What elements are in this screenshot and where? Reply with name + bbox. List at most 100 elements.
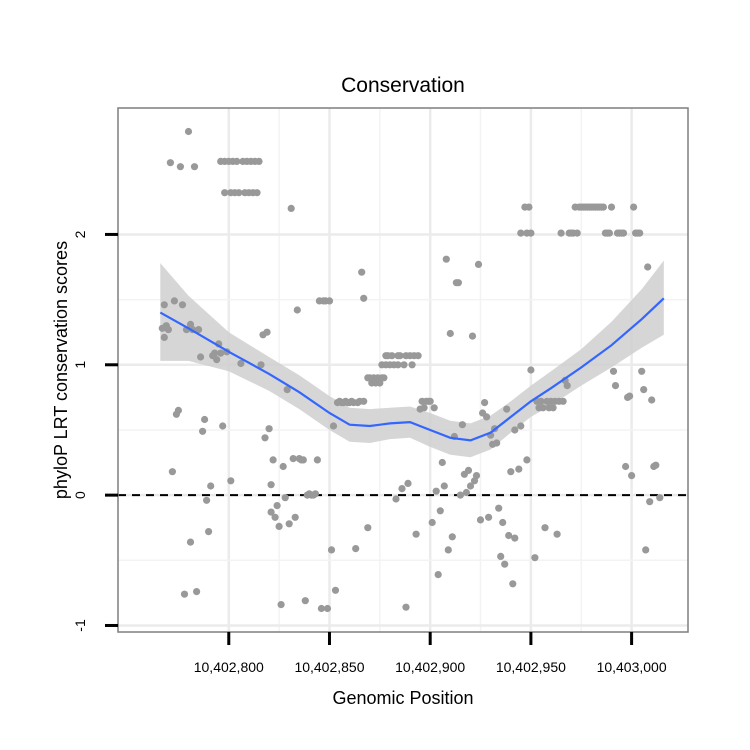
data-point xyxy=(436,507,444,515)
data-point xyxy=(199,427,207,435)
data-point xyxy=(503,405,511,413)
data-point xyxy=(563,382,571,390)
data-point xyxy=(329,422,338,430)
data-point xyxy=(235,189,243,197)
data-point xyxy=(203,496,211,504)
data-point xyxy=(481,399,489,407)
data-point xyxy=(495,504,503,512)
data-point xyxy=(283,386,291,394)
data-point xyxy=(619,229,628,237)
data-point xyxy=(493,439,501,447)
data-point xyxy=(291,513,299,521)
data-point xyxy=(505,531,513,540)
data-point xyxy=(628,472,636,480)
data-point xyxy=(193,588,201,596)
data-point xyxy=(426,397,434,405)
data-point xyxy=(325,297,334,305)
data-point xyxy=(285,520,293,528)
data-point xyxy=(607,203,616,211)
data-point xyxy=(190,163,199,171)
data-point xyxy=(269,456,277,464)
y-tick-label: -1 xyxy=(72,619,88,632)
data-point xyxy=(380,374,388,382)
data-point xyxy=(527,229,535,237)
data-point xyxy=(293,306,301,314)
data-point xyxy=(438,458,446,467)
data-point xyxy=(474,260,483,268)
data-point xyxy=(160,301,168,309)
data-point xyxy=(553,530,561,538)
x-tick-label: 10,402,800 xyxy=(194,659,264,675)
data-point xyxy=(527,366,535,374)
data-point xyxy=(233,157,241,165)
data-point xyxy=(559,397,567,405)
data-point xyxy=(201,415,209,424)
data-point xyxy=(630,203,638,211)
data-point xyxy=(327,546,336,554)
data-point xyxy=(299,456,307,464)
data-point xyxy=(638,367,646,375)
data-point xyxy=(511,534,519,542)
data-point xyxy=(331,586,340,594)
data-point xyxy=(311,490,319,498)
data-point xyxy=(462,488,470,497)
data-point xyxy=(499,518,507,527)
data-point xyxy=(358,268,366,276)
data-point xyxy=(237,359,245,368)
data-point xyxy=(511,426,519,434)
data-point xyxy=(271,513,279,521)
smooth-line-layer xyxy=(159,297,665,442)
data-point xyxy=(539,404,547,412)
panel-border xyxy=(117,107,689,633)
data-point xyxy=(277,601,285,609)
data-point xyxy=(611,382,620,390)
data-point xyxy=(434,571,442,579)
data-point xyxy=(227,477,235,485)
data-point xyxy=(197,353,205,361)
data-point xyxy=(394,361,402,369)
data-point xyxy=(287,204,295,212)
data-point xyxy=(219,422,227,430)
data-point xyxy=(404,479,412,487)
data-point xyxy=(448,533,456,541)
data-point xyxy=(408,361,416,369)
x-tick-label: 10,402,850 xyxy=(294,659,364,675)
data-point xyxy=(428,518,436,527)
data-point xyxy=(501,560,509,568)
data-point xyxy=(392,495,400,503)
data-point xyxy=(275,522,283,531)
data-point xyxy=(430,404,438,412)
data-point xyxy=(267,481,275,489)
data-point xyxy=(398,485,406,493)
data-point xyxy=(573,229,581,237)
data-point xyxy=(468,332,477,340)
data-point xyxy=(599,203,608,211)
data-point xyxy=(412,530,420,538)
smooth-trend-line xyxy=(159,297,665,442)
confidence-ribbon-layer xyxy=(160,260,664,458)
data-point xyxy=(446,329,454,338)
data-point xyxy=(476,516,485,524)
data-point xyxy=(515,465,523,473)
data-point xyxy=(523,456,531,464)
data-point xyxy=(466,482,475,490)
data-point xyxy=(360,294,368,302)
data-point xyxy=(646,498,654,506)
x-axis-title: Genomic Position xyxy=(332,688,473,708)
data-point xyxy=(557,229,565,237)
data-point xyxy=(205,528,213,536)
data-point xyxy=(525,203,533,211)
data-point xyxy=(301,597,309,605)
data-point xyxy=(507,468,515,476)
data-point xyxy=(444,546,452,554)
data-point xyxy=(396,352,404,360)
data-point xyxy=(485,513,493,521)
data-point xyxy=(180,590,189,598)
data-point xyxy=(313,456,321,464)
data-point xyxy=(176,163,184,171)
data-point xyxy=(442,255,450,263)
data-point xyxy=(253,189,261,197)
data-point xyxy=(456,491,464,499)
data-point xyxy=(279,462,287,471)
